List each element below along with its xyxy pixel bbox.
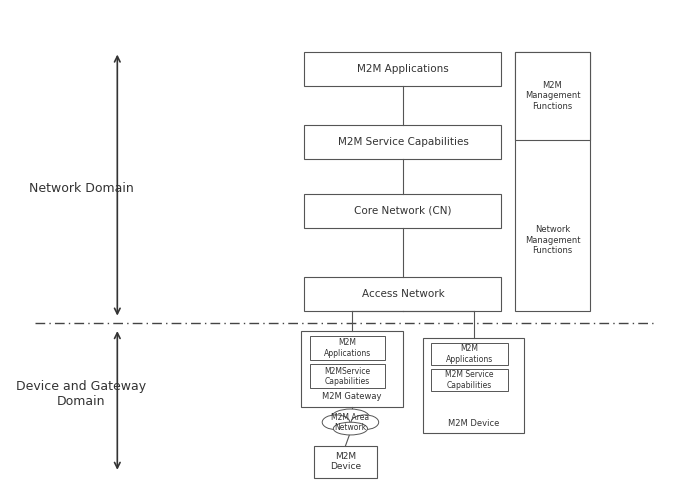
Text: M2M
Device: M2M Device bbox=[330, 452, 361, 471]
Text: M2M Area
Network: M2M Area Network bbox=[331, 412, 369, 432]
FancyBboxPatch shape bbox=[301, 331, 403, 406]
FancyBboxPatch shape bbox=[423, 338, 524, 434]
Ellipse shape bbox=[351, 415, 379, 430]
FancyBboxPatch shape bbox=[514, 51, 590, 311]
Text: M2M
Management
Functions: M2M Management Functions bbox=[524, 81, 580, 111]
Text: Access Network: Access Network bbox=[362, 289, 444, 299]
Text: Device and Gateway
Domain: Device and Gateway Domain bbox=[16, 380, 146, 408]
FancyBboxPatch shape bbox=[431, 369, 508, 391]
FancyBboxPatch shape bbox=[310, 364, 385, 389]
Text: Network
Management
Functions: Network Management Functions bbox=[525, 225, 580, 255]
Text: M2M Gateway: M2M Gateway bbox=[323, 392, 382, 400]
FancyBboxPatch shape bbox=[315, 446, 377, 478]
Text: M2M Service
Capabilities: M2M Service Capabilities bbox=[445, 370, 493, 390]
Text: M2MService
Capabilities: M2MService Capabilities bbox=[325, 366, 371, 386]
Text: M2M Applications: M2M Applications bbox=[357, 64, 449, 74]
Text: Network Domain: Network Domain bbox=[29, 182, 134, 195]
Text: M2M
Applications: M2M Applications bbox=[324, 338, 371, 357]
FancyBboxPatch shape bbox=[304, 125, 502, 159]
FancyBboxPatch shape bbox=[304, 277, 502, 311]
Text: Core Network (CN): Core Network (CN) bbox=[354, 206, 452, 216]
FancyBboxPatch shape bbox=[304, 51, 502, 86]
Text: M2M Service Capabilities: M2M Service Capabilities bbox=[338, 137, 468, 148]
FancyBboxPatch shape bbox=[431, 343, 508, 365]
Ellipse shape bbox=[333, 422, 367, 435]
FancyBboxPatch shape bbox=[310, 336, 385, 360]
Text: M2M Device: M2M Device bbox=[448, 419, 500, 428]
FancyBboxPatch shape bbox=[514, 51, 590, 140]
Ellipse shape bbox=[331, 409, 369, 426]
Ellipse shape bbox=[322, 415, 350, 430]
Text: M2M
Applications: M2M Applications bbox=[446, 344, 493, 364]
FancyBboxPatch shape bbox=[304, 194, 502, 228]
